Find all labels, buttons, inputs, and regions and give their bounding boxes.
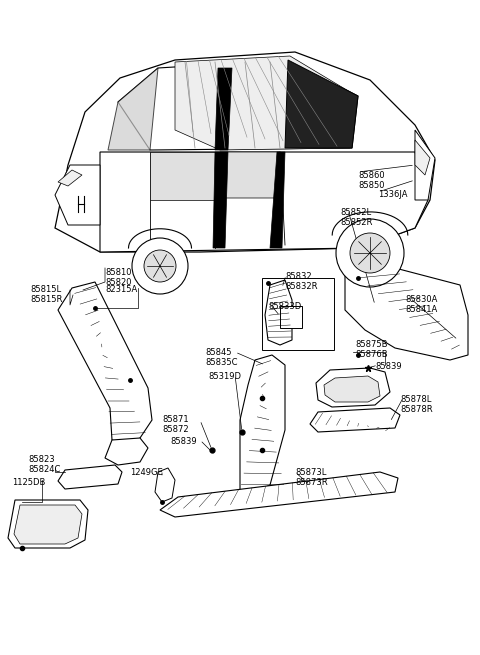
Circle shape [350, 233, 390, 273]
Polygon shape [160, 472, 398, 517]
Text: 1249GE: 1249GE [130, 468, 163, 477]
Polygon shape [105, 438, 148, 465]
Text: 85878L
85878R: 85878L 85878R [400, 395, 432, 415]
Polygon shape [108, 68, 158, 150]
Text: 1336JA: 1336JA [378, 190, 408, 199]
Polygon shape [345, 268, 468, 360]
Polygon shape [265, 280, 292, 345]
Polygon shape [150, 152, 215, 200]
Text: 85833D: 85833D [268, 302, 301, 311]
Text: 85830A
85841A: 85830A 85841A [405, 295, 437, 314]
Polygon shape [240, 355, 285, 495]
Text: 85810
85820: 85810 85820 [105, 268, 132, 288]
Text: 85845
85835C: 85845 85835C [205, 348, 238, 367]
Bar [262, 278, 334, 350]
Text: 85839: 85839 [170, 437, 197, 446]
Circle shape [144, 250, 176, 282]
Text: 85319D: 85319D [208, 372, 241, 381]
Polygon shape [55, 52, 435, 252]
Polygon shape [8, 500, 88, 548]
Polygon shape [155, 468, 175, 502]
Text: 85860
85850: 85860 85850 [358, 171, 384, 191]
Text: 1125DB: 1125DB [12, 478, 46, 487]
Polygon shape [58, 465, 122, 489]
Polygon shape [285, 60, 358, 148]
Polygon shape [324, 376, 380, 402]
Text: 85875B
85876B: 85875B 85876B [355, 340, 388, 360]
Polygon shape [280, 306, 302, 328]
Polygon shape [58, 282, 152, 445]
Text: 85852L
85852R: 85852L 85852R [340, 208, 372, 227]
Polygon shape [270, 152, 285, 248]
Polygon shape [100, 152, 428, 252]
Polygon shape [415, 140, 430, 175]
Text: 85871
85872: 85871 85872 [162, 415, 189, 434]
Circle shape [132, 238, 188, 294]
Polygon shape [213, 152, 228, 248]
Polygon shape [215, 68, 232, 150]
Text: 85815L
85815R: 85815L 85815R [30, 285, 62, 305]
Circle shape [336, 219, 404, 287]
Polygon shape [14, 505, 82, 544]
Polygon shape [310, 408, 400, 432]
Polygon shape [415, 130, 435, 200]
Polygon shape [55, 165, 100, 225]
Text: 82315A: 82315A [105, 285, 137, 294]
Text: 85839: 85839 [375, 362, 402, 371]
Text: 85832
85832R: 85832 85832R [285, 272, 317, 291]
Text: 85873L
85873R: 85873L 85873R [295, 468, 328, 487]
Polygon shape [220, 152, 280, 198]
Polygon shape [316, 368, 390, 407]
Polygon shape [58, 170, 82, 186]
Text: 85823
85824C: 85823 85824C [28, 455, 60, 474]
Polygon shape [118, 60, 358, 150]
Polygon shape [175, 56, 355, 150]
